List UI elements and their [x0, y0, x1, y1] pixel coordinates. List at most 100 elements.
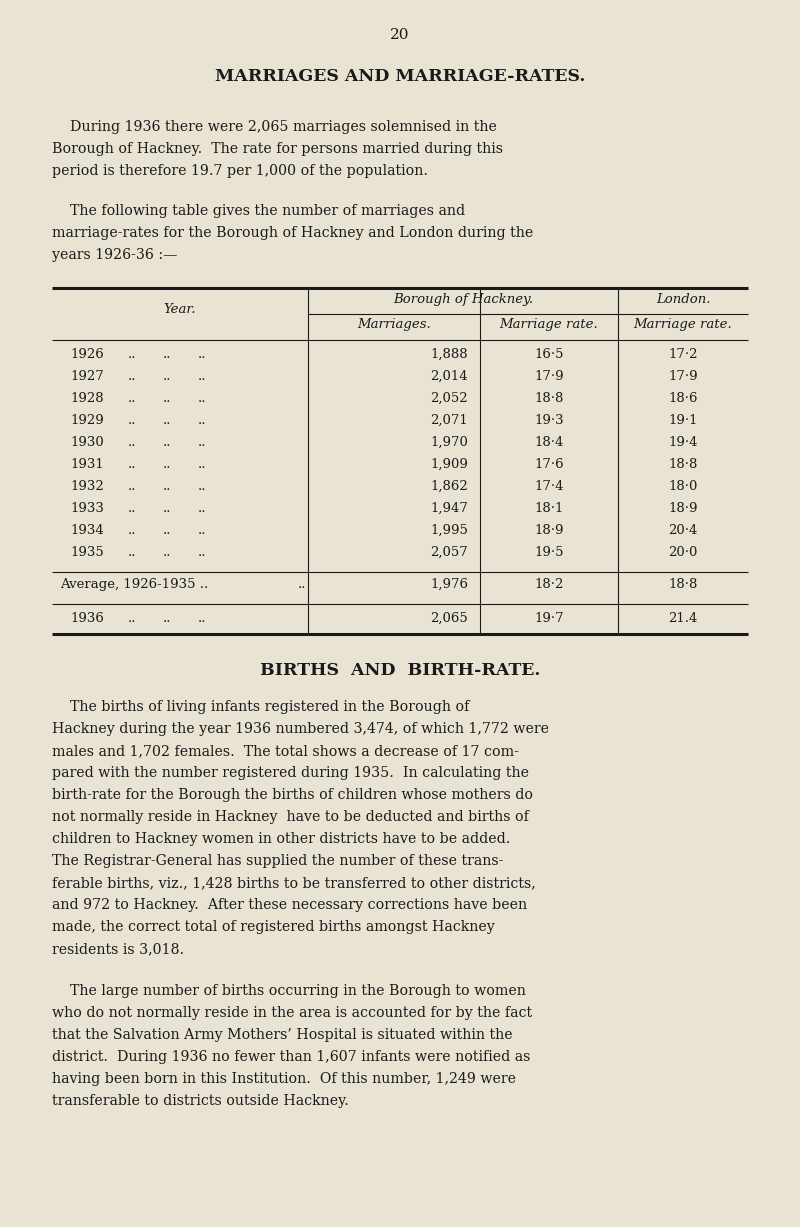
Text: ..: ..: [198, 371, 206, 383]
Text: 18·1: 18·1: [534, 502, 564, 515]
Text: ..: ..: [128, 524, 136, 537]
Text: Marriage rate.: Marriage rate.: [500, 318, 598, 331]
Text: 21.4: 21.4: [668, 612, 698, 625]
Text: ..: ..: [198, 391, 206, 405]
Text: ..: ..: [162, 546, 171, 560]
Text: made, the correct total of registered births amongst Hackney: made, the correct total of registered bi…: [52, 920, 494, 934]
Text: ..: ..: [128, 436, 136, 449]
Text: ..: ..: [128, 391, 136, 405]
Text: ..: ..: [198, 546, 206, 560]
Text: transferable to districts outside Hackney.: transferable to districts outside Hackne…: [52, 1094, 349, 1108]
Text: 18·4: 18·4: [534, 436, 564, 449]
Text: 1,888: 1,888: [430, 348, 468, 361]
Text: ..: ..: [198, 480, 206, 493]
Text: ..: ..: [162, 502, 171, 515]
Text: 1,947: 1,947: [430, 502, 468, 515]
Text: ..: ..: [162, 371, 171, 383]
Text: ..: ..: [162, 391, 171, 405]
Text: 1,862: 1,862: [430, 480, 468, 493]
Text: ..: ..: [198, 436, 206, 449]
Text: BIRTHS  AND  BIRTH-RATE.: BIRTHS AND BIRTH-RATE.: [260, 663, 540, 679]
Text: 17·6: 17·6: [534, 458, 564, 471]
Text: 17·9: 17·9: [534, 371, 564, 383]
Text: ..: ..: [198, 524, 206, 537]
Text: 2,071: 2,071: [430, 413, 468, 427]
Text: 18·8: 18·8: [534, 391, 564, 405]
Text: Year.: Year.: [164, 303, 196, 317]
Text: ..: ..: [128, 546, 136, 560]
Text: ..: ..: [198, 348, 206, 361]
Text: district.  During 1936 no fewer than 1,607 infants were notified as: district. During 1936 no fewer than 1,60…: [52, 1050, 530, 1064]
Text: ..: ..: [162, 524, 171, 537]
Text: Borough of Hackney.: Borough of Hackney.: [393, 293, 533, 306]
Text: ..: ..: [128, 413, 136, 427]
Text: 17·9: 17·9: [668, 371, 698, 383]
Text: 2,014: 2,014: [430, 371, 468, 383]
Text: 1932: 1932: [70, 480, 104, 493]
Text: 20: 20: [390, 28, 410, 42]
Text: 1935: 1935: [70, 546, 104, 560]
Text: ..: ..: [162, 458, 171, 471]
Text: years 1926-36 :—: years 1926-36 :—: [52, 248, 178, 263]
Text: 19·3: 19·3: [534, 413, 564, 427]
Text: ..: ..: [198, 612, 206, 625]
Text: ..: ..: [128, 371, 136, 383]
Text: pared with the number registered during 1935.  In calculating the: pared with the number registered during …: [52, 766, 529, 780]
Text: ferable births, viz., 1,428 births to be transferred to other districts,: ferable births, viz., 1,428 births to be…: [52, 876, 536, 890]
Text: 20·0: 20·0: [668, 546, 698, 560]
Text: 1,976: 1,976: [430, 578, 468, 591]
Text: MARRIAGES AND MARRIAGE-RATES.: MARRIAGES AND MARRIAGE-RATES.: [215, 67, 585, 85]
Text: who do not normally reside in the area is accounted for by the fact: who do not normally reside in the area i…: [52, 1006, 532, 1020]
Text: The births of living infants registered in the Borough of: The births of living infants registered …: [52, 699, 470, 714]
Text: ..: ..: [298, 578, 306, 591]
Text: 1928: 1928: [70, 391, 104, 405]
Text: ..: ..: [198, 502, 206, 515]
Text: Average, 1926-1935 ..: Average, 1926-1935 ..: [60, 578, 208, 591]
Text: 1,995: 1,995: [430, 524, 468, 537]
Text: The large number of births occurring in the Borough to women: The large number of births occurring in …: [52, 984, 526, 998]
Text: ..: ..: [128, 348, 136, 361]
Text: 18·6: 18·6: [668, 391, 698, 405]
Text: 19·5: 19·5: [534, 546, 564, 560]
Text: having been born in this Institution.  Of this number, 1,249 were: having been born in this Institution. Of…: [52, 1072, 516, 1086]
Text: 20·4: 20·4: [668, 524, 698, 537]
Text: ..: ..: [162, 436, 171, 449]
Text: 1929: 1929: [70, 413, 104, 427]
Text: not normally reside in Hackney  have to be deducted and births of: not normally reside in Hackney have to b…: [52, 810, 529, 825]
Text: 2,057: 2,057: [430, 546, 468, 560]
Text: The Registrar-General has supplied the number of these trans-: The Registrar-General has supplied the n…: [52, 854, 503, 867]
Text: residents is 3,018.: residents is 3,018.: [52, 942, 184, 956]
Text: ..: ..: [162, 612, 171, 625]
Text: 18·8: 18·8: [668, 578, 698, 591]
Text: children to Hackney women in other districts have to be added.: children to Hackney women in other distr…: [52, 832, 510, 845]
Text: 19·1: 19·1: [668, 413, 698, 427]
Text: 16·5: 16·5: [534, 348, 564, 361]
Text: 1933: 1933: [70, 502, 104, 515]
Text: marriage-rates for the Borough of Hackney and London during the: marriage-rates for the Borough of Hackne…: [52, 226, 534, 240]
Text: males and 1,702 females.  The total shows a decrease of 17 com-: males and 1,702 females. The total shows…: [52, 744, 519, 758]
Text: 1,970: 1,970: [430, 436, 468, 449]
Text: 1,909: 1,909: [430, 458, 468, 471]
Text: 1930: 1930: [70, 436, 104, 449]
Text: The following table gives the number of marriages and: The following table gives the number of …: [52, 204, 465, 218]
Text: 17·4: 17·4: [534, 480, 564, 493]
Text: Marriage rate.: Marriage rate.: [634, 318, 732, 331]
Text: 19·7: 19·7: [534, 612, 564, 625]
Text: 2,052: 2,052: [430, 391, 468, 405]
Text: ..: ..: [198, 413, 206, 427]
Text: 19·4: 19·4: [668, 436, 698, 449]
Text: 1934: 1934: [70, 524, 104, 537]
Text: ..: ..: [162, 348, 171, 361]
Text: birth-rate for the Borough the births of children whose mothers do: birth-rate for the Borough the births of…: [52, 788, 533, 802]
Text: 1926: 1926: [70, 348, 104, 361]
Text: ..: ..: [128, 480, 136, 493]
Text: 18·9: 18·9: [668, 502, 698, 515]
Text: ..: ..: [128, 458, 136, 471]
Text: 1931: 1931: [70, 458, 104, 471]
Text: 18·0: 18·0: [668, 480, 698, 493]
Text: ..: ..: [128, 502, 136, 515]
Text: and 972 to Hackney.  After these necessary corrections have been: and 972 to Hackney. After these necessar…: [52, 898, 527, 912]
Text: that the Salvation Army Mothers’ Hospital is situated within the: that the Salvation Army Mothers’ Hospita…: [52, 1028, 513, 1042]
Text: 18·9: 18·9: [534, 524, 564, 537]
Text: 18·8: 18·8: [668, 458, 698, 471]
